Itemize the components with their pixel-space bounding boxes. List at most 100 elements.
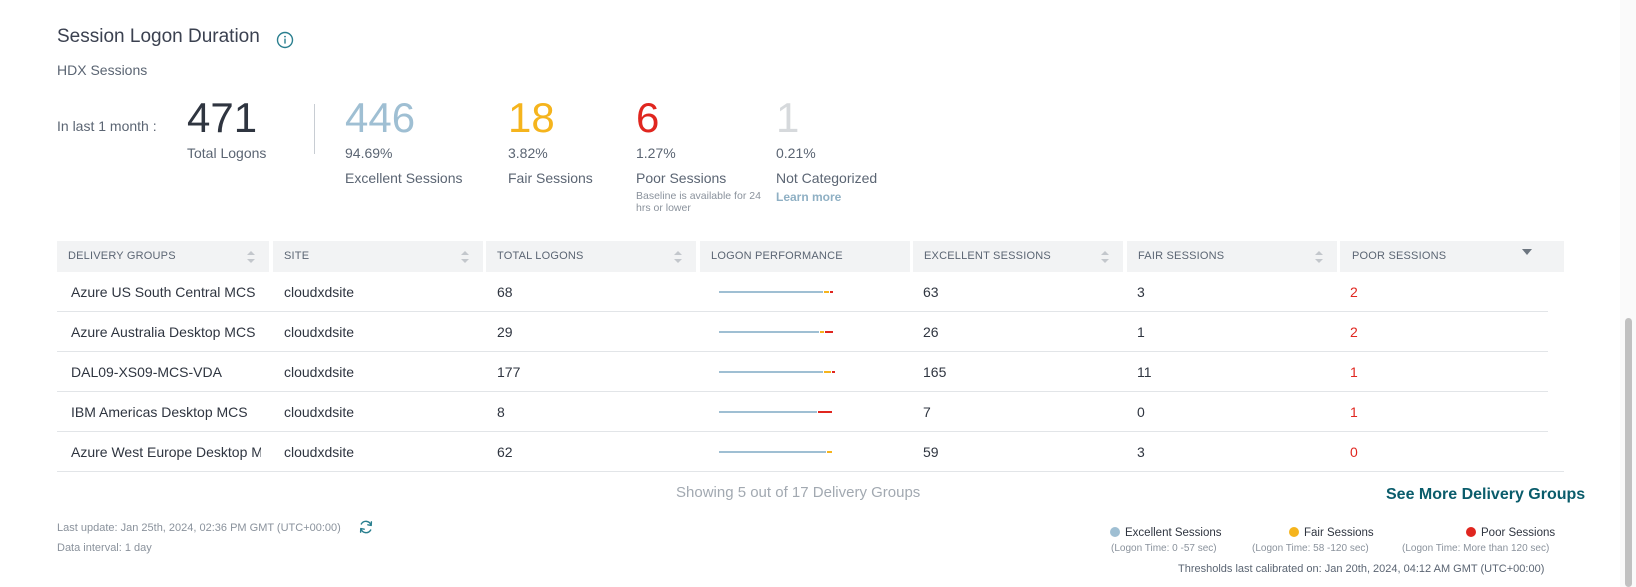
table-row[interactable]: DAL09-XS09-MCS-VDA cloudxdsite 177 165 1… <box>57 352 1548 392</box>
site-name: cloudxdsite <box>284 404 355 420</box>
poor-sessions-label: Poor Sessions <box>636 170 727 186</box>
delivery-group-name[interactable]: Azure West Europe Desktop MC <box>71 444 261 460</box>
sort-icon[interactable] <box>1101 251 1109 263</box>
total-logons: 29 <box>497 324 513 340</box>
site-name: cloudxdsite <box>284 364 355 380</box>
site-name: cloudxdsite <box>284 284 355 300</box>
scrollbar-thumb[interactable] <box>1625 318 1632 587</box>
poor-sessions: 2 <box>1350 284 1358 300</box>
fair-segment <box>823 291 829 293</box>
delivery-group-name[interactable]: Azure US South Central MCS <box>71 284 256 300</box>
total-logons: 177 <box>497 364 521 380</box>
column-header-delivery-groups[interactable]: DELIVERY GROUPS <box>57 241 269 272</box>
column-header-fair-sessions[interactable]: FAIR SESSIONS <box>1127 241 1337 272</box>
excellent-dot-icon <box>1110 527 1120 537</box>
site-name: cloudxdsite <box>284 444 355 460</box>
logon-performance-bar <box>719 272 839 312</box>
delivery-groups-table: DELIVERY GROUPS SITE TOTAL LOGONS LOGON … <box>57 241 1564 472</box>
column-header-label: DELIVERY GROUPS <box>68 250 176 262</box>
legend-poor: Poor Sessions <box>1466 527 1555 539</box>
showing-count: Showing 5 out of 17 Delivery Groups <box>676 484 921 501</box>
sort-desc-icon[interactable] <box>1522 249 1532 255</box>
info-icon[interactable] <box>276 31 294 49</box>
poor-segment <box>825 331 833 333</box>
column-header-poor-sessions[interactable]: POOR SESSIONS <box>1340 241 1564 272</box>
not-categorized-label: Not Categorized <box>776 170 878 186</box>
table-row[interactable]: Azure Australia Desktop MCS cloudxdsite … <box>57 312 1548 352</box>
table-row[interactable]: Azure West Europe Desktop MC cloudxdsite… <box>57 432 1564 472</box>
logon-performance-bar <box>719 352 839 392</box>
poor-segment <box>829 291 833 293</box>
fair-sessions-percent: 3.82% <box>508 145 548 161</box>
delivery-group-name[interactable]: Azure Australia Desktop MCS <box>71 324 256 340</box>
fair-sessions: 3 <box>1137 284 1145 300</box>
refresh-icon[interactable] <box>358 519 374 535</box>
excellent-sessions-percent: 94.69% <box>345 145 393 161</box>
column-header-label: LOGON PERFORMANCE <box>711 250 843 262</box>
fair-segment <box>826 451 832 453</box>
fair-segment <box>824 371 832 373</box>
legend-poor-range: (Logon Time: More than 120 sec) <box>1402 543 1550 554</box>
total-logons-label: Total Logons <box>187 145 267 161</box>
sort-icon[interactable] <box>1315 251 1323 263</box>
poor-segment <box>818 411 832 413</box>
sort-icon[interactable] <box>674 251 682 263</box>
logon-performance-bar <box>719 432 839 472</box>
fair-sessions-value: 18 <box>508 94 555 141</box>
excellent-segment <box>719 371 824 373</box>
column-header-excellent-sessions[interactable]: EXCELLENT SESSIONS <box>913 241 1123 272</box>
not-categorized-value: 1 <box>776 94 800 141</box>
period-label: In last 1 month : <box>57 118 157 134</box>
delivery-group-name[interactable]: IBM Americas Desktop MCS <box>71 404 248 420</box>
total-logons: 68 <box>497 284 513 300</box>
column-header-label: EXCELLENT SESSIONS <box>924 250 1051 262</box>
column-header-site[interactable]: SITE <box>273 241 483 272</box>
column-header-label: POOR SESSIONS <box>1352 250 1447 262</box>
see-more-delivery-groups-link[interactable]: See More Delivery Groups <box>1386 486 1586 503</box>
scrollbar-track[interactable] <box>1620 0 1636 587</box>
excellent-sessions: 63 <box>923 284 939 300</box>
summary-divider <box>314 104 315 154</box>
excellent-sessions: 7 <box>923 404 931 420</box>
excellent-sessions-label: Excellent Sessions <box>345 170 463 186</box>
fair-sessions: 0 <box>1137 404 1145 420</box>
excellent-segment <box>719 451 826 453</box>
poor-sessions-value: 6 <box>636 94 660 141</box>
legend-excellent-label: Excellent Sessions <box>1125 527 1222 539</box>
site-name: cloudxdsite <box>284 324 355 340</box>
sort-icon[interactable] <box>247 251 255 263</box>
page-title: Session Logon Duration <box>57 26 260 47</box>
column-header-label: SITE <box>284 250 310 262</box>
table-row[interactable]: IBM Americas Desktop MCS cloudxdsite 8 7… <box>57 392 1548 432</box>
poor-sessions-percent: 1.27% <box>636 145 676 161</box>
poor-sessions: 1 <box>1350 404 1358 420</box>
last-update-text: Last update: Jan 25th, 2024, 02:36 PM GM… <box>57 522 341 534</box>
total-logons-value: 471 <box>187 94 258 141</box>
excellent-sessions: 165 <box>923 364 947 380</box>
data-interval-text: Data interval: 1 day <box>57 542 152 554</box>
legend-fair: Fair Sessions <box>1289 527 1374 539</box>
poor-dot-icon <box>1466 527 1476 537</box>
logon-performance-bar <box>719 312 839 352</box>
excellent-segment <box>719 331 820 333</box>
delivery-group-name[interactable]: DAL09-XS09-MCS-VDA <box>71 364 222 380</box>
table-row[interactable]: Azure US South Central MCS cloudxdsite 6… <box>57 272 1548 312</box>
poor-sessions: 2 <box>1350 324 1358 340</box>
legend-fair-range: (Logon Time: 58 -120 sec) <box>1252 543 1369 554</box>
legend-excellent: Excellent Sessions <box>1110 527 1222 539</box>
excellent-sessions: 59 <box>923 444 939 460</box>
excellent-segment <box>719 291 823 293</box>
column-header-total-logons[interactable]: TOTAL LOGONS <box>486 241 696 272</box>
legend-poor-label: Poor Sessions <box>1481 527 1556 539</box>
excellent-segment <box>719 411 817 413</box>
page-subtitle: HDX Sessions <box>57 62 148 78</box>
excellent-sessions: 26 <box>923 324 939 340</box>
not-categorized-percent: 0.21% <box>776 145 816 161</box>
table-header: DELIVERY GROUPS SITE TOTAL LOGONS LOGON … <box>57 241 1564 272</box>
column-header-label: TOTAL LOGONS <box>497 250 584 262</box>
fair-sessions-label: Fair Sessions <box>508 170 593 186</box>
learn-more-link[interactable]: Learn more <box>776 190 842 204</box>
sort-icon[interactable] <box>461 251 469 263</box>
poor-sessions: 0 <box>1350 444 1358 460</box>
total-logons: 62 <box>497 444 513 460</box>
